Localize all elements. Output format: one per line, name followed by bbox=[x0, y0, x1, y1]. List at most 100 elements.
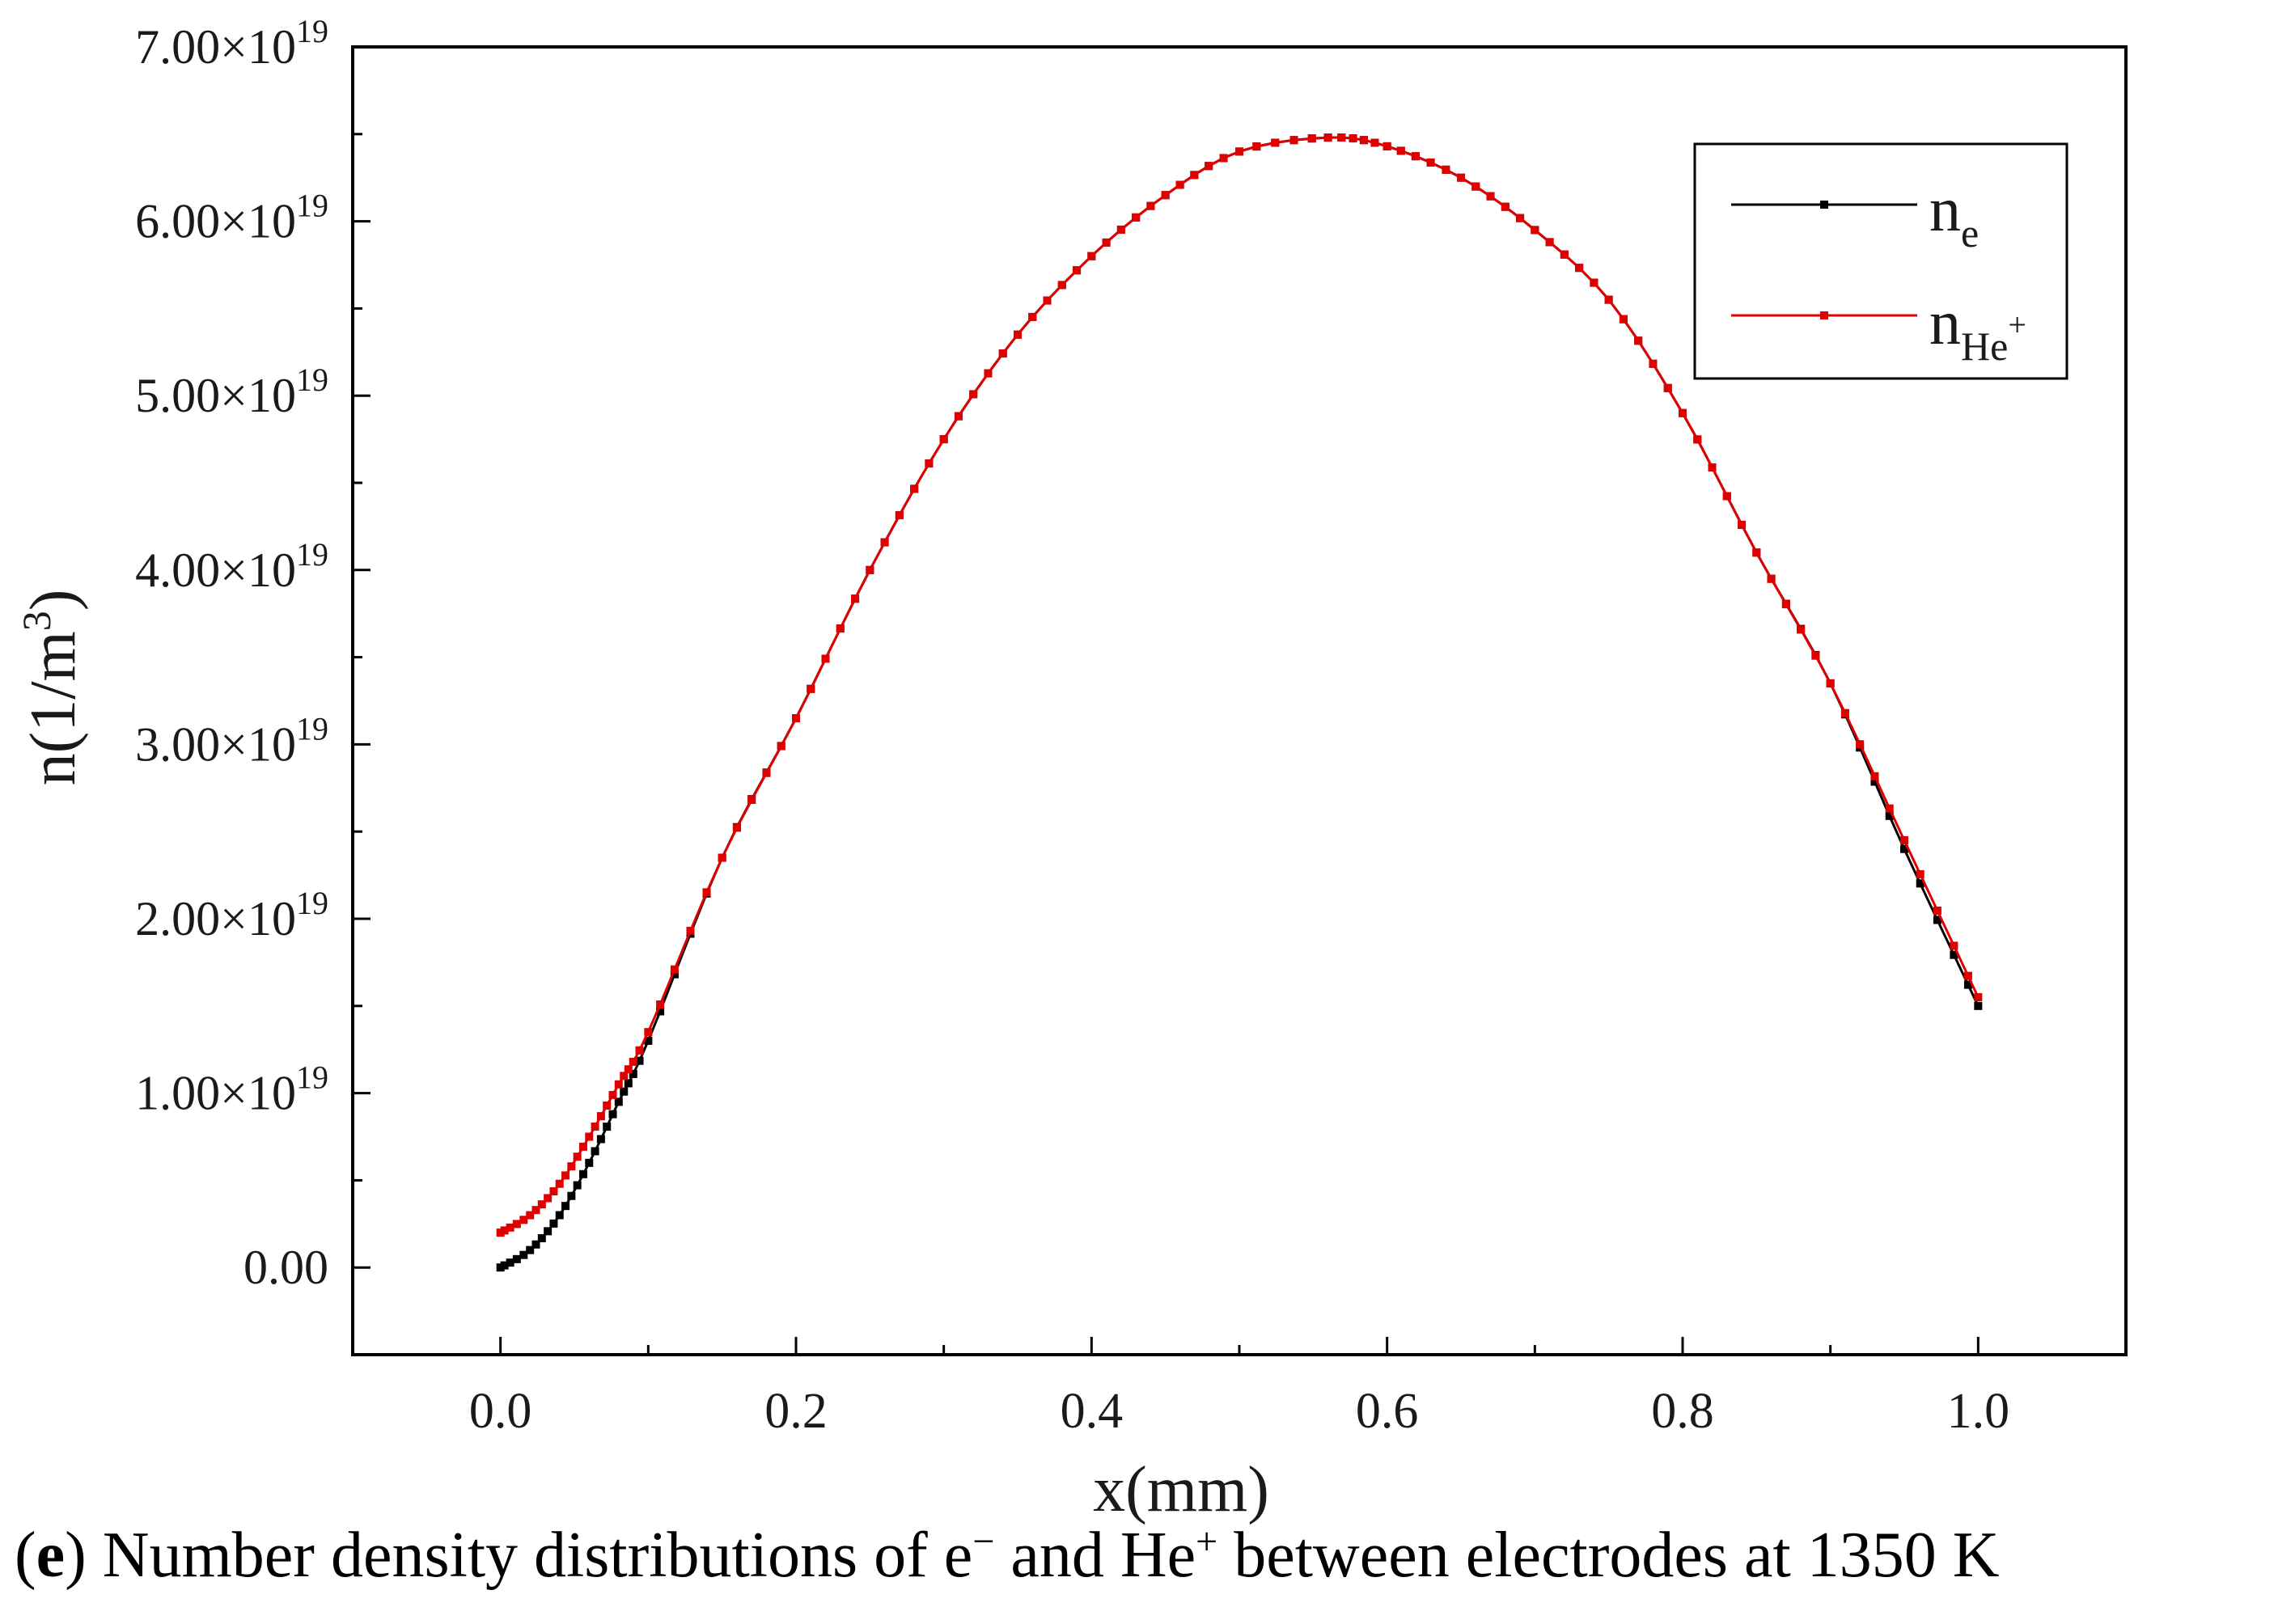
data-point-ne bbox=[526, 1245, 535, 1254]
data-point-nHe+ bbox=[1337, 133, 1346, 142]
x-axis-label: x(mm) bbox=[1093, 1454, 1269, 1525]
data-point-nHe+ bbox=[1486, 192, 1495, 201]
data-point-nHe+ bbox=[644, 1028, 653, 1037]
data-point-ne bbox=[1885, 811, 1894, 820]
data-point-nHe+ bbox=[1619, 315, 1628, 324]
data-point-ne bbox=[635, 1056, 644, 1065]
data-point-ne bbox=[670, 970, 679, 979]
data-point-nHe+ bbox=[519, 1216, 528, 1224]
data-point-nHe+ bbox=[1271, 138, 1280, 147]
data-point-nHe+ bbox=[1323, 133, 1332, 142]
data-point-nHe+ bbox=[792, 714, 800, 723]
data-point-nHe+ bbox=[1116, 225, 1125, 234]
data-point-nHe+ bbox=[531, 1206, 540, 1215]
data-point-nHe+ bbox=[998, 349, 1007, 358]
data-point-nHe+ bbox=[866, 565, 874, 574]
legend-label-ne: ne bbox=[1929, 174, 1979, 256]
data-point-nHe+ bbox=[1531, 226, 1539, 235]
data-point-nHe+ bbox=[1575, 264, 1584, 273]
legend-marker-nhe bbox=[1820, 311, 1828, 319]
data-point-ne bbox=[549, 1219, 558, 1228]
data-point-nHe+ bbox=[1383, 142, 1391, 150]
data-point-ne bbox=[567, 1191, 576, 1200]
data-point-ne bbox=[644, 1036, 653, 1045]
data-point-nHe+ bbox=[954, 412, 963, 421]
data-point-nHe+ bbox=[1102, 238, 1111, 247]
data-point-nHe+ bbox=[608, 1090, 617, 1099]
data-point-ne bbox=[555, 1211, 564, 1220]
data-point-nHe+ bbox=[1885, 804, 1894, 813]
y-tick-label-3: 3.00×1019 bbox=[135, 710, 328, 771]
y-axis-label: n(1/m3) bbox=[14, 590, 89, 786]
data-point-nHe+ bbox=[1722, 492, 1731, 501]
data-point-ne bbox=[537, 1233, 546, 1242]
x-tick-label-4: 0.8 bbox=[1651, 1384, 1714, 1439]
data-point-ne bbox=[561, 1202, 570, 1211]
data-point-nHe+ bbox=[500, 1226, 509, 1235]
data-point-nHe+ bbox=[1396, 146, 1405, 155]
data-point-ne bbox=[1963, 980, 1972, 989]
data-point-nHe+ bbox=[851, 594, 860, 603]
data-point-ne bbox=[1933, 916, 1941, 924]
data-point-nHe+ bbox=[1205, 162, 1213, 171]
data-point-nHe+ bbox=[895, 511, 904, 520]
data-point-nHe+ bbox=[1146, 201, 1155, 210]
data-point-nHe+ bbox=[1028, 312, 1037, 321]
x-tick-label-1: 0.2 bbox=[764, 1384, 828, 1439]
x-tick-label-0: 0.0 bbox=[469, 1384, 532, 1439]
data-point-nHe+ bbox=[620, 1072, 629, 1081]
data-point-ne bbox=[620, 1087, 629, 1096]
data-point-nHe+ bbox=[1252, 142, 1261, 151]
data-point-nHe+ bbox=[635, 1046, 644, 1055]
data-point-nHe+ bbox=[1349, 134, 1357, 143]
data-point-ne bbox=[578, 1169, 587, 1178]
data-point-ne bbox=[544, 1227, 553, 1236]
data-point-nHe+ bbox=[603, 1102, 612, 1110]
data-point-nHe+ bbox=[1161, 191, 1170, 200]
x-tick-label-5: 1.0 bbox=[1947, 1384, 2010, 1439]
y-tick-label-1: 1.00×1019 bbox=[135, 1059, 328, 1120]
y-tick-label-6: 6.00×1019 bbox=[135, 188, 328, 248]
data-point-nHe+ bbox=[506, 1223, 514, 1232]
data-point-ne bbox=[500, 1261, 509, 1270]
figure-caption: (e) Number density distributions of e− a… bbox=[15, 1520, 2000, 1591]
data-point-nHe+ bbox=[1501, 202, 1510, 211]
axis-ticks: 0.0 0.2 0.4 0.6 0.8 1.0 0.00 1.00×1019 2.00×1019… bbox=[135, 13, 2128, 1439]
data-point-nHe+ bbox=[702, 888, 711, 897]
data-point-nHe+ bbox=[1649, 359, 1658, 368]
data-point-nHe+ bbox=[910, 484, 919, 493]
data-point-ne bbox=[1900, 844, 1908, 853]
data-point-nHe+ bbox=[544, 1194, 553, 1203]
data-point-nHe+ bbox=[1781, 600, 1790, 609]
data-point-nHe+ bbox=[925, 459, 934, 468]
data-point-nHe+ bbox=[747, 795, 756, 804]
data-point-nHe+ bbox=[1560, 250, 1569, 259]
data-point-nHe+ bbox=[1604, 295, 1613, 304]
data-point-nHe+ bbox=[1073, 266, 1082, 275]
data-point-nHe+ bbox=[718, 853, 726, 862]
data-point-nHe+ bbox=[880, 538, 889, 547]
data-point-nHe+ bbox=[1708, 463, 1717, 472]
data-point-nHe+ bbox=[1545, 238, 1554, 247]
caption-letter: e bbox=[36, 1520, 66, 1591]
data-point-nHe+ bbox=[1289, 136, 1298, 145]
data-point-nHe+ bbox=[1663, 383, 1672, 392]
data-point-nHe+ bbox=[807, 684, 815, 693]
y-tick-label-0: 0.00 bbox=[243, 1241, 328, 1294]
data-point-nHe+ bbox=[1900, 835, 1908, 844]
data-point-nHe+ bbox=[1457, 173, 1465, 182]
data-point-nHe+ bbox=[969, 390, 978, 399]
legend-label-nhe: nHe+ bbox=[1929, 287, 2026, 369]
data-point-nHe+ bbox=[1693, 435, 1702, 444]
data-point-nHe+ bbox=[629, 1057, 637, 1066]
data-point-nHe+ bbox=[1856, 740, 1865, 749]
data-point-nHe+ bbox=[1175, 180, 1184, 189]
data-point-nHe+ bbox=[561, 1171, 570, 1180]
data-point-nHe+ bbox=[821, 654, 830, 663]
data-point-nHe+ bbox=[939, 435, 948, 444]
data-point-nHe+ bbox=[1219, 154, 1228, 163]
data-point-nHe+ bbox=[686, 926, 695, 935]
data-point-ne bbox=[1870, 777, 1879, 786]
data-point-nHe+ bbox=[1014, 330, 1022, 339]
